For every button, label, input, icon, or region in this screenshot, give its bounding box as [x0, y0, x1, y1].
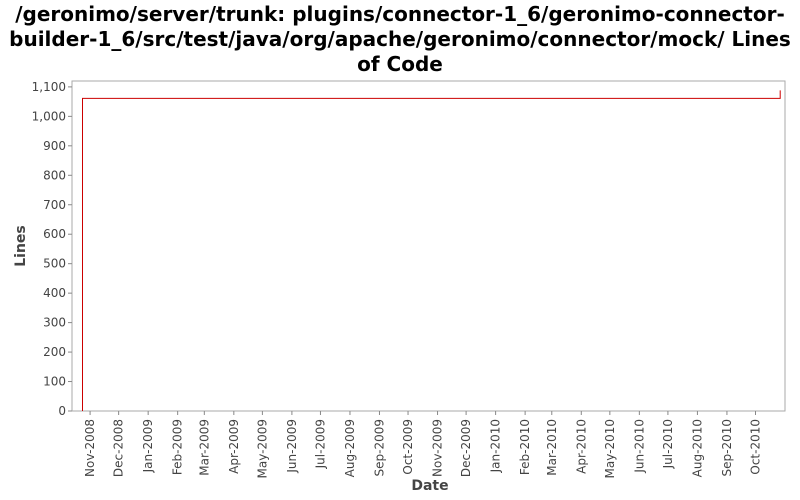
- y-tick-label: 900: [43, 139, 66, 153]
- y-tick-label: 0: [58, 404, 66, 418]
- x-tick-label: Jun-2010: [632, 419, 646, 474]
- y-axis: 0 100 200 300 400 500 600 700 800 900 1,000 1,100: [32, 80, 72, 418]
- y-tick-label: 200: [43, 345, 66, 359]
- x-tick-label: May-2009: [255, 419, 269, 478]
- x-tick-label: Jan-2010: [489, 419, 503, 473]
- x-tick-label: Jul-2010: [661, 419, 675, 469]
- x-tick-label: Nov-2008: [83, 419, 97, 477]
- x-tick-label: Oct-2010: [748, 419, 762, 475]
- x-tick-label: May-2010: [603, 419, 617, 478]
- y-tick-label: 600: [43, 227, 66, 241]
- y-tick-label: 300: [43, 316, 66, 330]
- x-tick-label: Apr-2010: [574, 419, 588, 474]
- y-tick-label: 500: [43, 257, 66, 271]
- x-tick-label: Oct-2009: [401, 419, 415, 475]
- x-tick-label: Jul-2009: [313, 419, 327, 469]
- x-tick-label: Aug-2010: [690, 419, 704, 477]
- x-axis-label: Date: [411, 478, 448, 494]
- x-tick-label: Jun-2009: [285, 419, 299, 474]
- x-axis: Nov-2008 Dec-2008 Jan-2009 Feb-2009 Mar-2009…: [83, 411, 762, 478]
- y-tick-label: 400: [43, 286, 66, 300]
- x-tick-label: Apr-2009: [227, 419, 241, 474]
- x-tick-label: Nov-2009: [431, 419, 445, 477]
- x-tick-label: Sep-2009: [372, 419, 386, 477]
- plot-area: [71, 80, 786, 412]
- series-layer: [82, 90, 781, 411]
- y-tick-label: 1,000: [32, 109, 66, 123]
- x-tick-label: Mar-2009: [197, 419, 211, 476]
- y-tick-label: 100: [43, 375, 66, 389]
- x-tick-label: Dec-2008: [112, 419, 126, 477]
- y-tick-label: 800: [43, 168, 66, 182]
- y-tick-label: 1,100: [32, 80, 66, 94]
- x-tick-label: Dec-2009: [459, 419, 473, 477]
- x-tick-label: Mar-2010: [545, 419, 559, 476]
- x-tick-label: Aug-2009: [343, 419, 357, 477]
- x-tick-label: Feb-2009: [171, 419, 185, 475]
- y-tick-label: 700: [43, 198, 66, 212]
- series-line: [82, 90, 781, 411]
- chart-title: /geronimo/server/trunk: plugins/connecto…: [9, 2, 791, 76]
- x-tick-label: Jan-2009: [141, 419, 155, 473]
- y-axis-label: Lines: [13, 225, 29, 267]
- x-tick-label: Sep-2010: [720, 419, 734, 477]
- x-tick-label: Feb-2010: [518, 419, 532, 475]
